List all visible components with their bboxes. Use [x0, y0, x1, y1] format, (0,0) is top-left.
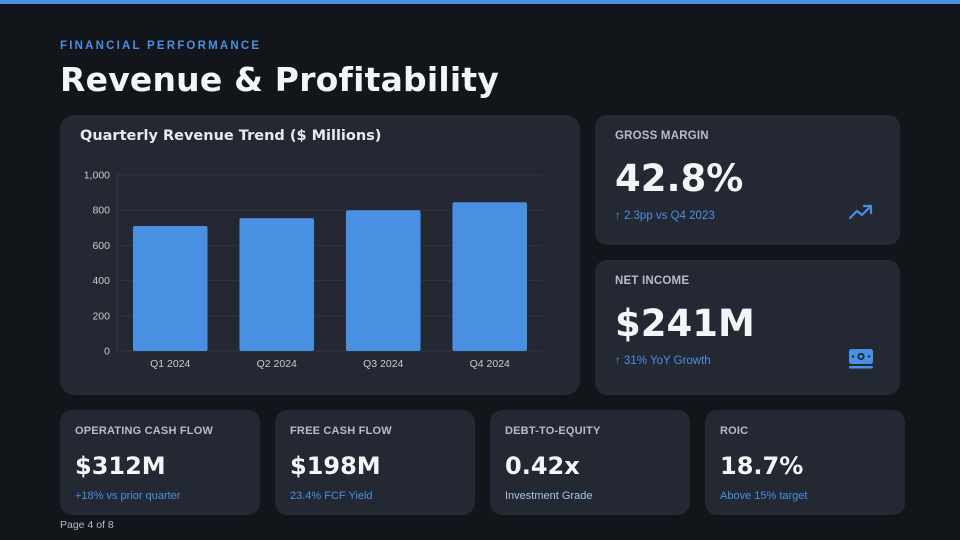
operating-cash-flow-card: OPERATING CASH FLOW $312M +18% vs prior … [60, 410, 260, 515]
y-tick-label: 1,000 [84, 170, 110, 182]
free-cash-flow-label: FREE CASH FLOW [290, 425, 392, 437]
debt-to-equity-rating: Investment Grade [505, 490, 593, 502]
y-tick-label: 200 [92, 310, 110, 322]
x-tick-label: Q2 2024 [257, 358, 297, 370]
net-income-label: NET INCOME [615, 275, 690, 287]
roic-target: Above 15% target [720, 490, 808, 502]
roic-card: ROIC 18.7% Above 15% target [705, 410, 905, 515]
money-bill-icon [848, 347, 874, 376]
gross-margin-card: GROSS MARGIN 42.8% ↑ 2.3pp vs Q4 2023 [595, 115, 900, 245]
free-cash-flow-card: FREE CASH FLOW $198M 23.4% FCF Yield [275, 410, 475, 515]
net-income-change: ↑ 31% YoY Growth [615, 355, 711, 367]
free-cash-flow-yield: 23.4% FCF Yield [290, 490, 373, 502]
top-accent-bar [0, 0, 960, 4]
revenue-chart-card: Quarterly Revenue Trend ($ Millions) 0 20… [60, 115, 580, 395]
roic-value: 18.7% [720, 452, 804, 480]
operating-cash-flow-label: OPERATING CASH FLOW [75, 425, 214, 437]
revenue-bar-chart: 0 200 400 600 800 1,000 Q1 2024 Q2 2024 Q3 2024 Q… [84, 170, 543, 370]
page-title: Revenue & Profitability [60, 60, 500, 99]
x-tick-label: Q3 2024 [363, 358, 403, 370]
gross-margin-value: 42.8% [615, 157, 744, 200]
gross-margin-label: GROSS MARGIN [615, 130, 709, 142]
free-cash-flow-value: $198M [290, 452, 381, 480]
y-tick-label: 400 [92, 275, 110, 287]
operating-cash-flow-value: $312M [75, 452, 166, 480]
net-income-value: $241M [615, 302, 755, 345]
operating-cash-flow-change: +18% vs prior quarter [75, 490, 181, 502]
bar-q3-2024 [345, 210, 421, 351]
bar-q4-2024 [452, 202, 528, 351]
chart-title: Quarterly Revenue Trend ($ Millions) [80, 128, 382, 144]
trending-up-icon [848, 203, 874, 226]
x-tick-label: Q1 2024 [150, 358, 190, 370]
y-tick-label: 800 [92, 205, 110, 217]
debt-to-equity-card: DEBT-TO-EQUITY 0.42x Investment Grade [490, 410, 690, 515]
y-tick-label: 0 [104, 346, 110, 358]
bar-q1-2024 [132, 226, 208, 351]
section-eyebrow: FINANCIAL PERFORMANCE [60, 40, 262, 52]
debt-to-equity-label: DEBT-TO-EQUITY [505, 425, 601, 437]
roic-label: ROIC [720, 425, 749, 437]
x-tick-label: Q4 2024 [470, 358, 510, 370]
page-number: Page 4 of 8 [60, 519, 114, 531]
net-income-card: NET INCOME $241M ↑ 31% YoY Growth [595, 260, 900, 395]
y-tick-label: 600 [92, 240, 110, 252]
debt-to-equity-value: 0.42x [505, 452, 580, 480]
bar-q2-2024 [239, 218, 315, 351]
gross-margin-change: ↑ 2.3pp vs Q4 2023 [615, 210, 715, 222]
